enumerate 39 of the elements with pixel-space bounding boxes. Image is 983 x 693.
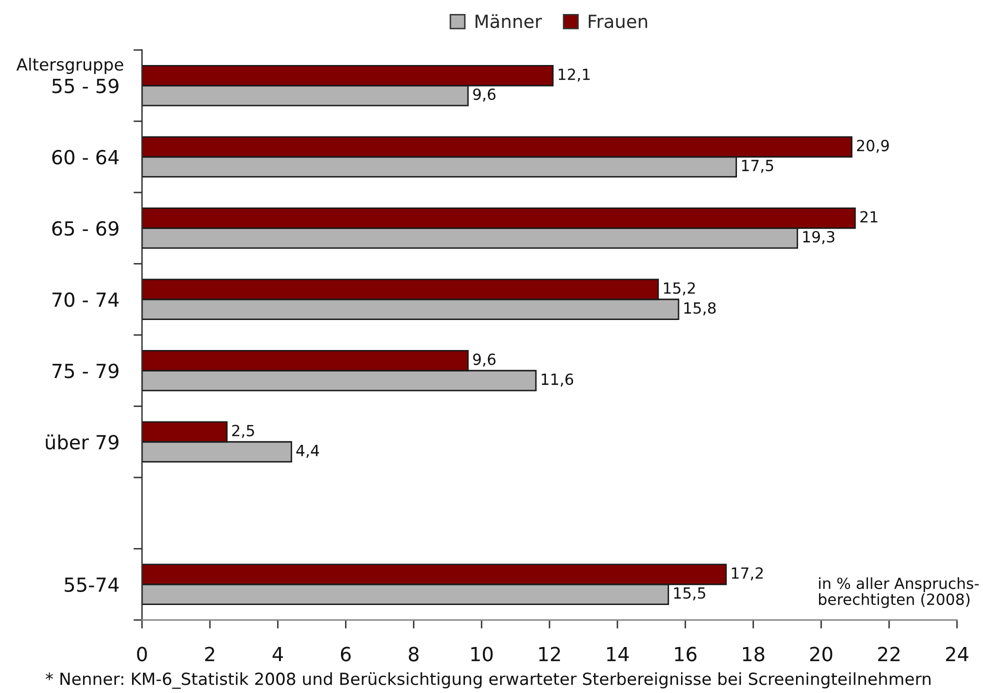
data-label: 4,4 (296, 444, 320, 458)
x-tick-label: 18 (743, 646, 764, 662)
data-label: 21 (860, 211, 878, 222)
y-tick-label: 65 - 69 (52, 221, 118, 236)
x-tick-label: 22 (878, 646, 900, 662)
data-label: 20,9 (857, 140, 889, 153)
data-label: 11,6 (542, 373, 574, 387)
x-tick-label: 14 (607, 646, 629, 662)
text: * Nenner: KM-6_Statistik 2008 und Berücksichtigung erwarteter Sterbereignisse bei Screeningteilnehmern (46, 672, 930, 689)
x-tick-label: 6 (340, 646, 351, 662)
x-tick-label: 16 (675, 646, 696, 662)
y-axis-title: Altersgruppe (16, 58, 124, 74)
data-label: 9,6 (473, 88, 496, 102)
data-label: 17,2 (732, 567, 763, 580)
x-tick-label: 8 (408, 646, 419, 662)
x-tick-label: 20 (810, 646, 832, 662)
y-tick-label: 55-74 (64, 578, 119, 592)
data-label: 12,1 (558, 68, 590, 82)
x-tick-label: 12 (539, 646, 560, 662)
x-tick-label: 4 (272, 646, 283, 662)
x-tick-label: 2 (205, 646, 214, 662)
y-tick-label: 70 - 74 (52, 292, 119, 308)
x-tick-label: 24 (946, 646, 968, 662)
data-label: 15,2 (664, 282, 695, 296)
legend-label: Männer (476, 14, 542, 28)
data-label: 9,6 (473, 354, 496, 367)
x-tick-label: 0 (137, 646, 147, 662)
x-tick-label: 10 (471, 646, 493, 662)
data-label: 2,5 (232, 424, 254, 438)
data-label: 17,5 (742, 160, 774, 173)
y-tick-label: 60 - 64 (52, 150, 119, 165)
y-tick-label: 75 - 79 (52, 364, 118, 378)
annotation: in % aller Anspruchs- berechtigten (2008) (819, 577, 979, 608)
data-label: 15,8 (684, 302, 716, 316)
data-label: 19,3 (803, 230, 834, 244)
y-tick-label: über 79 (46, 434, 118, 450)
data-label: 15,5 (674, 587, 706, 600)
legend-label: Frauen (588, 14, 648, 28)
y-tick-label: 55 - 59 (52, 78, 118, 94)
